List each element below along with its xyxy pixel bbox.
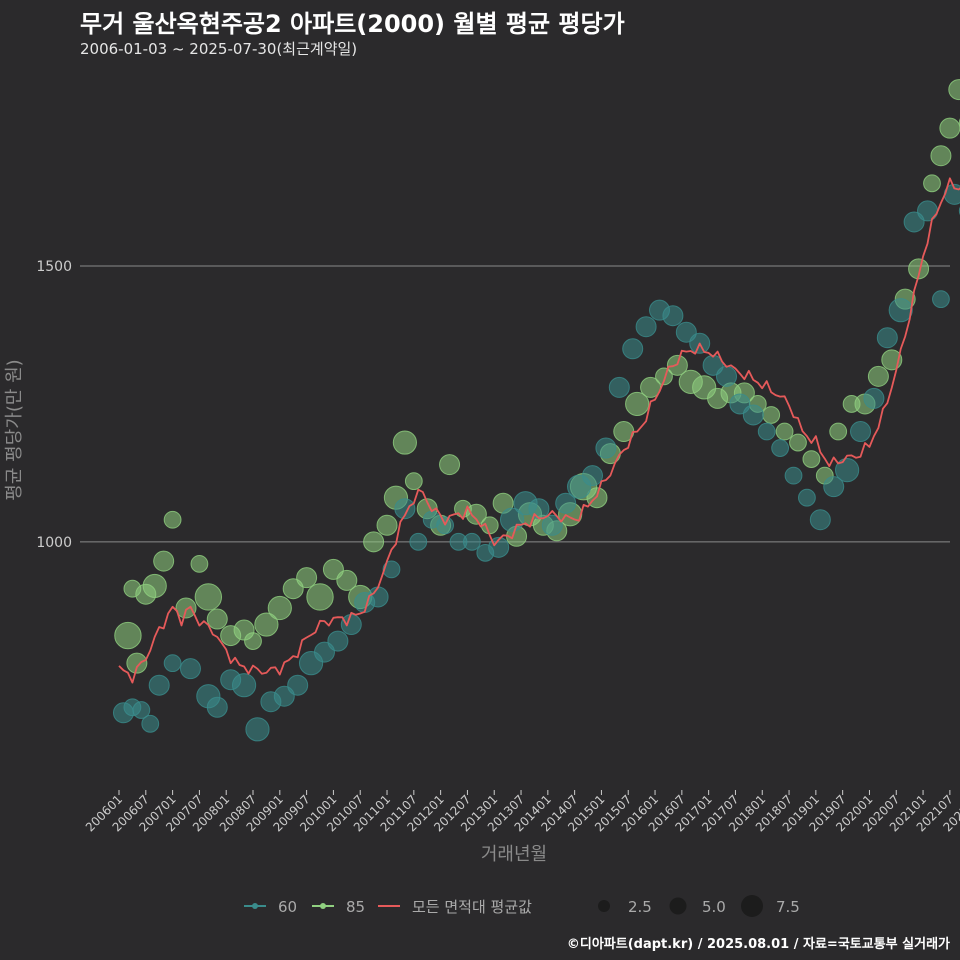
legend-label: 85 bbox=[346, 898, 365, 916]
y-axis-title: 평균 평당가(만 원) bbox=[4, 359, 25, 500]
bubble-85 bbox=[142, 573, 167, 599]
bubble-60 bbox=[771, 439, 790, 457]
bubble-60 bbox=[409, 532, 428, 551]
legend-size-circle bbox=[669, 897, 687, 915]
bubble-85 bbox=[655, 367, 673, 386]
bubble-85 bbox=[376, 514, 398, 536]
bubble-85 bbox=[829, 422, 848, 441]
legend-key-dot bbox=[320, 903, 326, 909]
bubble-60 bbox=[340, 614, 362, 636]
bubble-60 bbox=[608, 376, 630, 398]
bubble-60 bbox=[635, 316, 657, 338]
legend-size-circle bbox=[598, 900, 610, 912]
bubble-60 bbox=[528, 498, 550, 520]
bubble-85 bbox=[153, 550, 175, 572]
bubble-60 bbox=[327, 630, 349, 652]
bubble-60 bbox=[132, 701, 151, 719]
bubble-85 bbox=[789, 433, 807, 452]
bubble-85 bbox=[194, 583, 223, 611]
bubble-85 bbox=[175, 597, 197, 619]
bubble-60 bbox=[245, 717, 270, 742]
legend-size-label: 5.0 bbox=[702, 898, 726, 916]
bubble-60 bbox=[917, 200, 939, 222]
chart-subtitle: 2006-01-03 ~ 2025-07-30(최근계약일) bbox=[80, 40, 358, 58]
bubble-85 bbox=[306, 583, 334, 611]
bubble-60 bbox=[932, 290, 950, 309]
bubble-60 bbox=[784, 466, 803, 485]
bubble-85 bbox=[930, 145, 952, 167]
bubble-60 bbox=[809, 509, 831, 531]
bubble-60 bbox=[622, 338, 644, 360]
legend-label: 60 bbox=[278, 898, 297, 916]
legend-label: 모든 면적대 평균값 bbox=[412, 898, 532, 916]
bubble-60 bbox=[876, 327, 898, 349]
bubble-60 bbox=[382, 560, 401, 579]
bubble-85 bbox=[267, 595, 292, 621]
bubble-85 bbox=[244, 632, 262, 650]
bubble-60 bbox=[148, 674, 170, 696]
bubble-60 bbox=[823, 476, 845, 498]
legend-size-label: 2.5 bbox=[628, 898, 652, 916]
bubble-85 bbox=[126, 652, 148, 674]
bubble-60 bbox=[888, 298, 913, 323]
bubble-85 bbox=[163, 510, 182, 529]
bubble-85 bbox=[625, 391, 650, 417]
bubble-60 bbox=[141, 714, 160, 733]
bubble-60 bbox=[582, 465, 604, 487]
bubble-60 bbox=[231, 673, 257, 698]
bubble-85 bbox=[867, 365, 889, 387]
bubble-85 bbox=[775, 422, 794, 441]
bubble-60 bbox=[595, 437, 617, 459]
bubble-60 bbox=[206, 696, 228, 718]
bubble-85 bbox=[939, 117, 960, 139]
bubble-60 bbox=[757, 422, 776, 441]
bubble-60 bbox=[287, 674, 309, 696]
y-tick-label: 1000 bbox=[36, 535, 72, 551]
bubble-85 bbox=[336, 569, 358, 591]
bubble-60 bbox=[716, 365, 738, 387]
bubble-85 bbox=[465, 503, 487, 525]
bubble-85 bbox=[948, 79, 960, 101]
bubble-60 bbox=[555, 492, 577, 514]
bubble-60 bbox=[541, 514, 563, 536]
bubble-85 bbox=[363, 531, 385, 553]
bubble-85 bbox=[923, 174, 941, 193]
bubble-60 bbox=[394, 498, 416, 520]
bubble-85 bbox=[392, 430, 417, 455]
bubble-85 bbox=[296, 567, 318, 589]
bubble-85 bbox=[439, 454, 461, 476]
average-price-line bbox=[118, 177, 960, 684]
bubble-60 bbox=[462, 532, 481, 551]
bubble-60 bbox=[662, 305, 684, 327]
source-credit: ©디아파트(dapt.kr) / 2025.08.01 / 자료=국토교통부 실… bbox=[566, 937, 950, 952]
bubble-85 bbox=[114, 621, 142, 650]
bubble-60 bbox=[798, 488, 816, 507]
bubble-85 bbox=[190, 554, 209, 573]
legend-key-dot bbox=[252, 903, 258, 909]
bubble-85 bbox=[802, 450, 821, 468]
bubble-85 bbox=[206, 608, 228, 630]
bubble-60 bbox=[835, 458, 860, 483]
bubble-85 bbox=[254, 612, 279, 637]
legend-size-label: 7.5 bbox=[776, 898, 800, 916]
legend-size-circle bbox=[741, 895, 763, 917]
chart-title: 무거 울산옥현주공2 아파트(2000) 월별 평균 평당가 bbox=[80, 10, 625, 38]
bubble-60 bbox=[367, 586, 389, 608]
bubble-60 bbox=[742, 404, 764, 426]
bubble-60 bbox=[850, 421, 872, 443]
bubble-85 bbox=[404, 472, 423, 491]
y-tick-label: 1500 bbox=[36, 259, 72, 275]
bubble-85 bbox=[666, 354, 688, 376]
bubble-85 bbox=[762, 406, 781, 424]
bubble-60 bbox=[863, 387, 885, 409]
bubble-60 bbox=[179, 658, 201, 680]
x-axis-title: 거래년월 bbox=[481, 844, 547, 865]
bubble-60 bbox=[163, 654, 182, 673]
